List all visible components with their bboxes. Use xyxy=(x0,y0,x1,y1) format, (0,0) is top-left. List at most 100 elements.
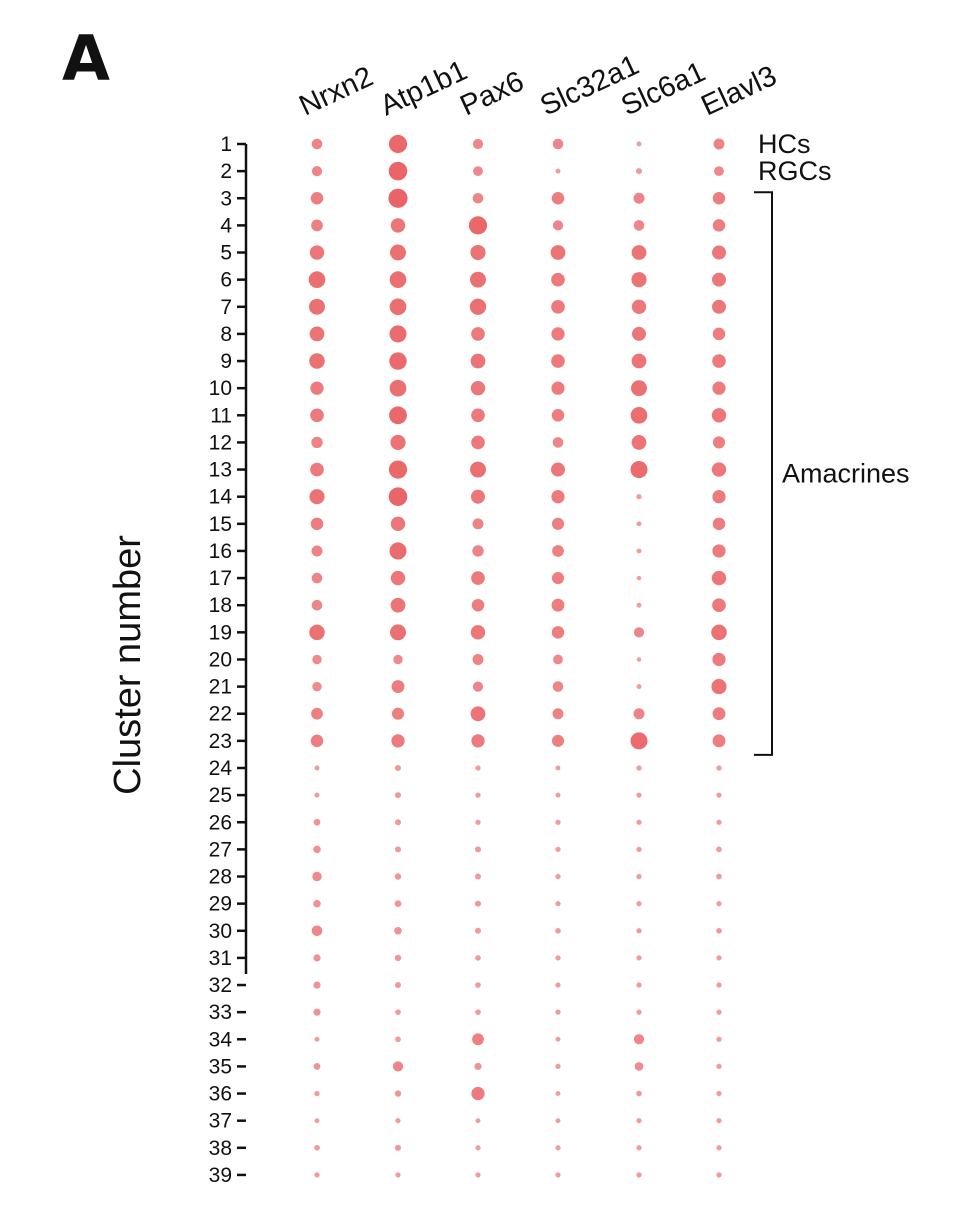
expression-dot xyxy=(555,1063,561,1070)
expression-dot xyxy=(314,1118,320,1124)
expression-dot xyxy=(471,734,485,748)
expression-dot xyxy=(395,1036,401,1043)
expression-dot xyxy=(631,272,647,288)
expression-dot xyxy=(475,982,481,988)
expression-dot xyxy=(711,570,727,586)
expression-dot xyxy=(636,873,642,880)
expression-dot xyxy=(389,298,407,316)
y-tick-label: 36 xyxy=(209,1083,232,1106)
expression-dot xyxy=(716,1090,722,1097)
expression-dot xyxy=(712,219,726,232)
y-axis-ticks: 1234567891011121314151617181920212223242… xyxy=(209,133,246,1187)
expression-dot xyxy=(636,928,642,934)
expression-dot xyxy=(630,461,648,479)
y-tick-label: 19 xyxy=(209,621,232,644)
expression-dot xyxy=(712,381,726,395)
expression-dot xyxy=(555,1145,561,1151)
expression-dot xyxy=(313,818,321,826)
expression-dot xyxy=(636,792,642,798)
expression-dot xyxy=(474,900,482,907)
expression-dot xyxy=(470,271,486,288)
expression-dot xyxy=(312,654,322,665)
expression-dot xyxy=(394,926,402,935)
expression-dot xyxy=(635,168,643,175)
expression-dot xyxy=(636,901,642,907)
y-tick-label: 31 xyxy=(209,947,232,970)
expression-dot xyxy=(712,544,726,558)
expression-dot xyxy=(555,1172,561,1178)
expression-dot xyxy=(552,138,564,150)
expression-dot xyxy=(475,792,481,798)
y-tick-label: 38 xyxy=(209,1137,232,1160)
panel-label: A xyxy=(62,22,110,95)
expression-dot xyxy=(551,572,565,585)
expression-dot xyxy=(475,955,481,961)
expression-dot xyxy=(552,708,564,720)
expression-dot xyxy=(631,326,647,341)
y-tick-label: 24 xyxy=(209,757,233,780)
expression-dot xyxy=(551,327,565,341)
gene-label: Nrxn2 xyxy=(294,61,378,123)
expression-dot xyxy=(633,192,645,204)
expression-dot xyxy=(313,845,321,854)
y-tick-label: 23 xyxy=(209,730,232,753)
expression-dot xyxy=(631,245,647,260)
group-bracket xyxy=(754,191,773,756)
expression-dot xyxy=(712,327,726,341)
y-tick-label: 17 xyxy=(209,567,232,590)
expression-dot xyxy=(388,460,408,479)
expression-dot xyxy=(712,490,726,504)
expression-dot xyxy=(636,141,642,147)
expression-dot xyxy=(391,680,405,694)
expression-dot xyxy=(388,487,408,506)
gene-label: Elavl3 xyxy=(696,60,781,122)
expression-dot xyxy=(395,1118,401,1124)
expression-dot xyxy=(390,516,406,532)
expression-dot xyxy=(394,792,402,799)
expression-dot xyxy=(472,681,484,692)
expression-dot xyxy=(555,873,561,880)
expression-dot xyxy=(470,353,486,369)
expression-dot xyxy=(475,819,481,825)
expression-dot xyxy=(711,679,727,695)
expression-dot xyxy=(388,161,408,181)
expression-dot xyxy=(636,575,642,581)
expression-dot xyxy=(555,792,561,798)
expression-dot xyxy=(394,1090,402,1097)
expression-dot xyxy=(392,1061,404,1072)
expression-dot xyxy=(475,1172,481,1178)
y-tick-label: 5 xyxy=(220,242,232,265)
expression-dot xyxy=(555,1091,561,1097)
expression-dot xyxy=(393,654,403,665)
expression-dot xyxy=(550,245,566,260)
expression-dot xyxy=(311,166,323,177)
expression-dot xyxy=(472,545,484,557)
y-tick-label: 3 xyxy=(220,187,232,210)
expression-dot xyxy=(551,734,565,747)
y-tick-label: 25 xyxy=(209,784,232,807)
expression-dot xyxy=(391,734,405,748)
expression-dot xyxy=(469,298,487,315)
expression-dot xyxy=(314,1144,320,1151)
expression-dot xyxy=(551,626,565,639)
expression-dot xyxy=(716,765,722,771)
expression-dot xyxy=(473,166,483,177)
expression-dot xyxy=(551,354,565,368)
expression-dot xyxy=(470,706,486,722)
expression-dot xyxy=(311,925,323,937)
expression-dot xyxy=(716,1172,722,1178)
expression-dot xyxy=(636,1172,642,1178)
expression-dot xyxy=(630,406,648,424)
expression-dot xyxy=(711,408,727,423)
y-tick-label: 21 xyxy=(209,676,232,699)
y-tick-label: 28 xyxy=(209,866,232,889)
expression-dot xyxy=(711,272,727,287)
expression-dot xyxy=(711,245,727,260)
expression-dot xyxy=(474,927,482,934)
expression-dot xyxy=(630,732,648,750)
expression-dot xyxy=(311,545,323,557)
y-tick-label: 2 xyxy=(220,160,232,183)
